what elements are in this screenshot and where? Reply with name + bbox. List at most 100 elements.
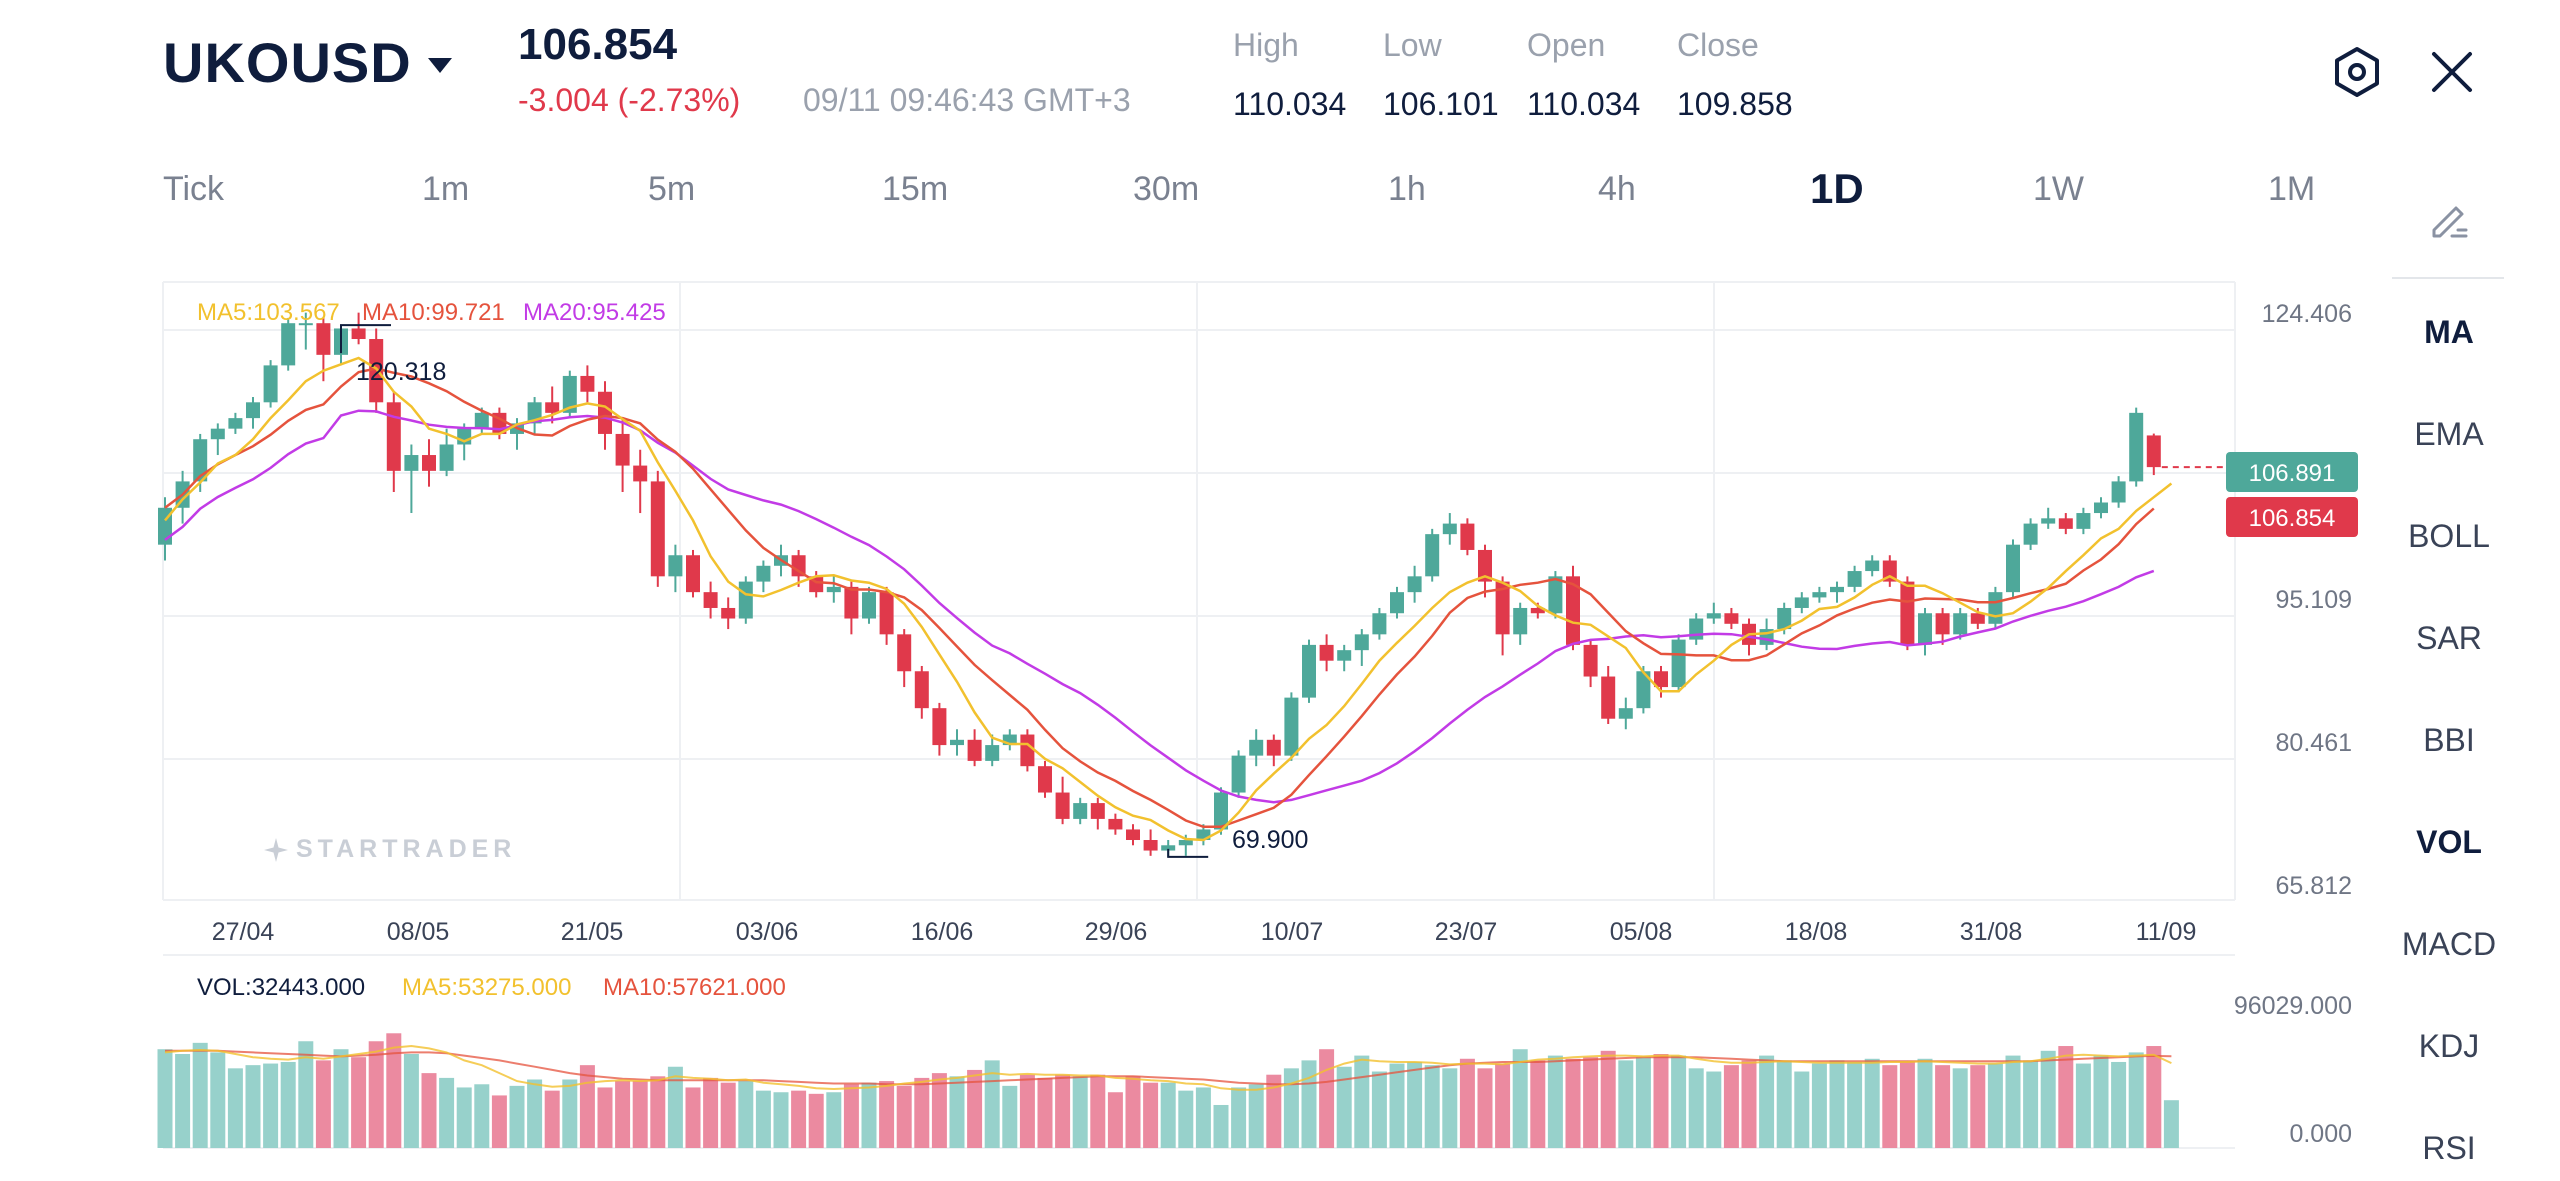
volume-bar [1283,1068,1299,1148]
volume-bar [579,1065,595,1148]
indicator-bbi[interactable]: BBI [2423,722,2475,758]
badge-lower: 106.854 [2249,505,2336,532]
legend-ma5: MA5:103.567 [197,299,340,326]
volume-bar [192,1042,208,1148]
candle-body [1953,613,1968,635]
indicator-vol[interactable]: VOL [2416,824,2482,860]
candle-body [1407,576,1422,593]
candle-body [668,555,683,577]
candle-body [914,671,929,709]
tab-30m[interactable]: 30m [1133,170,1200,208]
watermark: STARTRADER [262,835,516,864]
candle-body [1143,840,1158,851]
date-tick: 16/06 [911,918,974,946]
candle-body [210,428,225,440]
chart-grid [162,281,2236,1149]
candle-body [1935,613,1950,635]
volume-bar [1882,1065,1898,1148]
volume-bar [808,1093,824,1148]
volume-bar [562,1079,578,1148]
tab-1month[interactable]: 1M [2268,170,2316,208]
indicator-ma[interactable]: MA [2424,314,2474,350]
price-tick: 65.812 [2276,872,2352,900]
price-tick: 95.109 [2276,586,2352,614]
candle-body [1847,571,1862,587]
volume-bar [509,1085,525,1148]
badge-upper-bg [2226,452,2358,492]
volume-bar [1407,1061,1423,1148]
indicator-kdj[interactable]: KDJ [2418,1028,2480,1064]
indicator-boll[interactable]: BOLL [2408,518,2490,554]
candle-body [1214,792,1228,830]
volume-bar [1019,1074,1035,1148]
candle-body [1495,581,1510,635]
tab-tick[interactable]: Tick [163,170,225,208]
volume-bar [1213,1104,1229,1148]
candle-body [1108,818,1123,830]
stat-open: Open 110.034 [1527,27,1640,123]
tab-5m[interactable]: 5m [648,170,696,208]
symbol-selector[interactable]: UKOUSD [163,30,452,95]
tab-15m[interactable]: 15m [882,170,949,208]
volume-bar [1565,1058,1581,1148]
volume-bar [2128,1052,2144,1148]
tab-1m[interactable]: 1m [422,170,470,208]
stat-low: Low 106.101 [1383,27,1499,123]
tab-1h[interactable]: 1h [1388,170,1426,208]
candle-body [351,328,366,340]
tab-4h[interactable]: 4h [1598,170,1636,208]
date-tick: 10/07 [1261,918,1324,946]
volume-bar [1547,1055,1563,1148]
date-tick: 27/04 [212,918,275,946]
candle-body [686,555,700,593]
volume-bar [1847,1061,1863,1148]
candle-body [738,581,753,619]
date-tick: 03/06 [736,918,799,946]
candle-body [1671,639,1686,688]
indicator-ema[interactable]: EMA [2414,416,2484,452]
candle-body [1777,607,1792,630]
volume-bar [1952,1068,1968,1148]
volume-bar [1319,1049,1335,1148]
volume-bar [826,1092,842,1148]
tab-1d[interactable]: 1D [1810,165,1864,212]
volume-bar [491,1095,507,1148]
candle-body [1618,708,1633,719]
candle-body [1002,734,1017,746]
hexagon-settings-icon[interactable] [2333,46,2381,98]
volume-bar [1530,1060,1546,1148]
indicator-rsi[interactable]: RSI [2422,1130,2476,1166]
candle-body [1073,803,1088,819]
symbol-name: UKOUSD [163,31,412,94]
volume-bar [1741,1060,1757,1148]
volume-bar [245,1065,261,1148]
candle-body [2006,544,2020,593]
volume-bar [1864,1058,1880,1148]
volume-bar [843,1084,859,1148]
candle-body [1460,523,1475,550]
candle-body [263,365,278,403]
star-logo-icon [264,837,288,862]
candle-body [1689,618,1704,640]
volume-bar [403,1053,419,1148]
volume-bar [2075,1063,2091,1148]
close-icon[interactable] [2430,50,2474,94]
low-annotation: 69.900 [1232,826,1308,854]
volume-bar [157,1049,173,1148]
indicator-macd[interactable]: MACD [2401,926,2497,962]
date-tick: 21/05 [561,918,624,946]
candle-body [386,402,401,471]
pencil-draw-icon[interactable] [2426,196,2472,242]
candle-body [844,586,859,619]
volume-bar [984,1060,1000,1148]
candle-body [1548,576,1563,614]
legend-vol-ma5: MA5:53275.000 [402,974,571,1001]
volume-bar [1424,1065,1440,1148]
ma5-line [164,356,2173,842]
indicator-sar[interactable]: SAR [2416,620,2482,656]
candle-body [1020,734,1035,767]
badge-lower-bg [2226,497,2358,537]
tab-1w[interactable]: 1W [2033,170,2084,208]
candle-body [1090,803,1105,819]
